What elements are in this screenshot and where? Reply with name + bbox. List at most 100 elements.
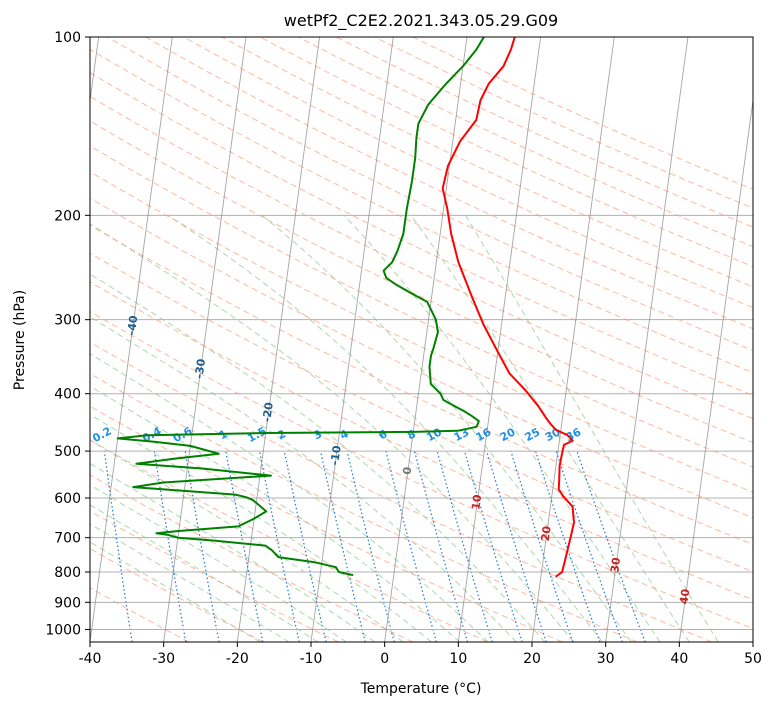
plot-area: -100-90-80-70-60-50-40-30-20-10010203040…	[90, 37, 753, 642]
isotherm-label: 0	[400, 466, 414, 476]
y-tick-label: 400	[54, 387, 81, 403]
dry-adiabat	[107, 37, 753, 352]
moist-adiabat	[90, 414, 432, 642]
isotherm-gridline	[310, 37, 394, 642]
isotherm-grid	[90, 37, 753, 642]
mixing-ratio-label: 20	[498, 425, 518, 444]
mixing-ratio-line	[225, 450, 264, 642]
isotherm-label: -20	[260, 401, 276, 423]
moist-adiabat	[90, 462, 376, 642]
dry-adiabat	[90, 72, 753, 396]
temperature-line	[441, 37, 575, 578]
moist-adiabat	[90, 353, 489, 642]
x-tick-label: -10	[300, 651, 323, 667]
mixing-ratio-line	[576, 450, 646, 642]
y-tick-label: 100	[54, 30, 81, 46]
moist-adiabat	[90, 523, 290, 642]
mixing-ratio-label: 25	[523, 425, 543, 444]
x-tick-label: -20	[226, 651, 249, 667]
x-tick-label: 50	[744, 651, 762, 667]
sounding-series	[116, 37, 575, 578]
dry-adiabat	[90, 281, 753, 601]
mixing-ratio-line	[346, 450, 395, 642]
mixing-ratio-label: 16	[474, 425, 494, 444]
isotherm-label: 10	[469, 493, 484, 510]
mixing-ratio-line	[184, 451, 220, 642]
y-tick-label: 800	[54, 565, 81, 581]
x-tick-label: 0	[380, 651, 389, 667]
mixing-ratio-line	[385, 450, 437, 642]
dry-adiabat	[90, 341, 712, 642]
mixing-ratio-line	[555, 450, 623, 642]
dry-adiabat	[145, 37, 753, 330]
mixing-ratio-line	[319, 450, 366, 642]
x-tick-label: -40	[79, 651, 102, 667]
mixing-ratio-line	[510, 450, 574, 642]
mixing-ratio-line	[535, 450, 601, 642]
isotherm-label: 20	[539, 525, 554, 542]
dewpoint-line	[116, 37, 485, 577]
mixing-ratio-line	[464, 450, 523, 642]
dry-adiabat	[90, 439, 488, 642]
isotherm-label: -40	[125, 314, 141, 336]
chart-title: wetPf2_C2E2.2021.343.05.29.G09	[284, 11, 558, 31]
isobar-grid	[90, 37, 753, 630]
isotherm-label: -10	[328, 444, 344, 466]
moist-adiabat	[343, 214, 661, 642]
y-tick-label: 900	[54, 595, 81, 611]
dry-adiabat	[90, 310, 753, 630]
y-tick-label: 200	[54, 208, 81, 224]
isotherm-gridline	[163, 37, 247, 642]
mixing-ratio-label: 36	[564, 425, 584, 444]
mixing-ratio-line	[283, 450, 327, 642]
x-axis: -40 -30 -20 -10 0 10 20 30 40 50	[79, 642, 762, 667]
dry-adiabat	[90, 120, 753, 444]
mixing-ratio-line	[103, 451, 133, 642]
dry-adiabat	[221, 37, 753, 288]
moist-adiabat	[410, 215, 690, 642]
mixing-ratio-lines	[103, 450, 646, 642]
dry-adiabat	[298, 37, 753, 248]
isotherm-gridline	[236, 37, 321, 642]
y-tick-label: 600	[54, 491, 81, 507]
isotherm-gridline	[678, 97, 753, 642]
isotherm-label: 40	[677, 588, 692, 605]
dry-adiabat	[90, 145, 753, 468]
x-axis-label: Temperature (°C)	[360, 681, 482, 697]
moist-adiabat	[90, 273, 546, 642]
dry-adiabat	[90, 252, 753, 573]
isotherm-label: 30	[608, 556, 623, 573]
mixing-ratio-line	[436, 450, 493, 642]
x-tick-label: 30	[597, 651, 615, 667]
dry-adiabat	[90, 405, 563, 642]
isotherm-gridline	[531, 37, 615, 642]
isotherm-label: -30	[193, 358, 209, 380]
dry-adiabat	[90, 95, 753, 420]
moist-adiabat	[90, 504, 319, 642]
mixing-ratio-line	[413, 450, 469, 642]
dry-adiabat	[183, 37, 753, 309]
mixing-ratio-line	[486, 450, 547, 642]
isotherm-gridline	[605, 37, 689, 642]
dry-adiabat	[90, 48, 753, 374]
dry-adiabat	[412, 37, 753, 190]
moist-adiabat	[261, 214, 632, 642]
x-tick-label: 40	[670, 651, 688, 667]
y-tick-label: 500	[54, 444, 81, 460]
x-tick-label: 20	[523, 651, 541, 667]
x-tick-label: 10	[449, 651, 467, 667]
isotherm-gridline	[457, 37, 542, 642]
moist-adiabat	[167, 214, 603, 642]
isotherm-gridline	[384, 37, 468, 642]
dry-adiabat	[336, 37, 753, 228]
y-axis: 100 200 300 400 500 600 700 800 900 1000	[45, 30, 90, 638]
y-tick-label: 1000	[45, 622, 81, 638]
mixing-ratio-label: 10	[424, 425, 444, 444]
y-tick-label: 700	[54, 531, 81, 547]
dry-adiabat	[374, 37, 753, 209]
y-tick-label: 300	[54, 313, 81, 329]
isotherm-gridline	[90, 37, 173, 642]
